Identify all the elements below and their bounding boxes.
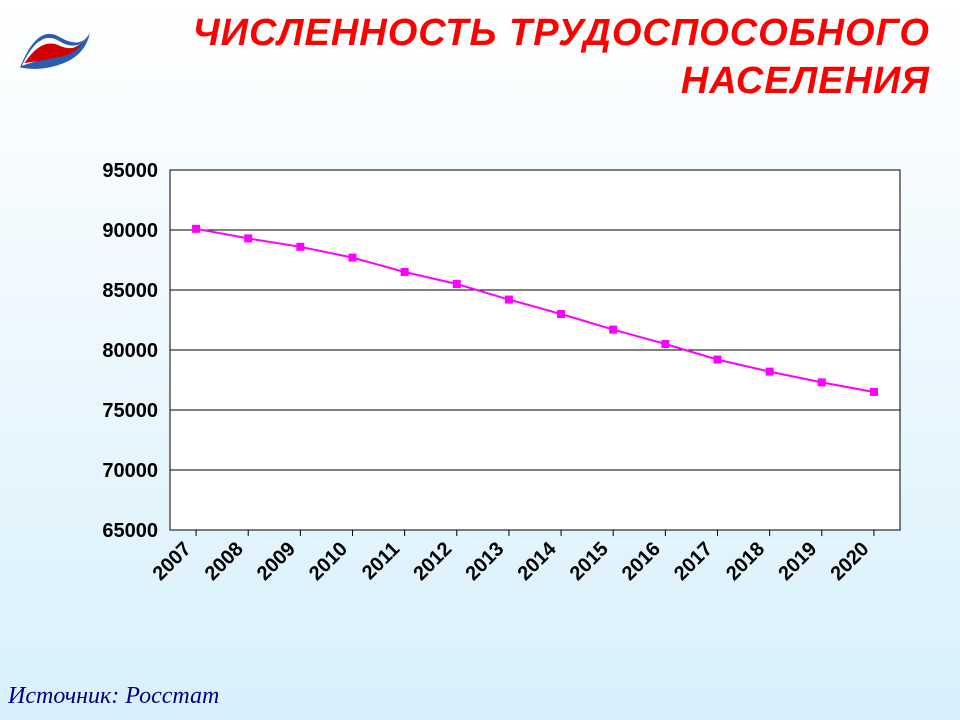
logo-icon xyxy=(10,15,100,85)
svg-text:2010: 2010 xyxy=(305,538,352,585)
svg-text:2009: 2009 xyxy=(253,538,300,585)
svg-text:2016: 2016 xyxy=(618,538,665,585)
svg-text:2020: 2020 xyxy=(826,538,873,585)
svg-text:70000: 70000 xyxy=(102,460,158,482)
source-label: Источник: Росстат xyxy=(8,683,219,710)
svg-text:2019: 2019 xyxy=(774,538,821,585)
svg-text:90000: 90000 xyxy=(102,220,158,242)
svg-text:2013: 2013 xyxy=(461,538,508,585)
svg-text:2014: 2014 xyxy=(514,537,562,585)
svg-text:75000: 75000 xyxy=(102,400,158,422)
svg-text:2015: 2015 xyxy=(566,538,613,585)
svg-text:2018: 2018 xyxy=(722,538,769,585)
svg-text:85000: 85000 xyxy=(102,280,158,302)
svg-text:2008: 2008 xyxy=(201,538,248,585)
title-line-1: ЧИСЛЕННОСТЬ ТРУДОСПОСОБНОГО xyxy=(193,12,930,54)
line-chart: 6500070000750008000085000900009500020072… xyxy=(60,160,920,620)
page-title: ЧИСЛЕННОСТЬ ТРУДОСПОСОБНОГО НАСЕЛЕНИЯ xyxy=(100,10,930,105)
title-line-2: НАСЕЛЕНИЯ xyxy=(681,60,930,102)
svg-text:95000: 95000 xyxy=(102,160,158,182)
svg-text:2007: 2007 xyxy=(149,538,196,585)
chart-container: 6500070000750008000085000900009500020072… xyxy=(60,160,920,620)
svg-text:65000: 65000 xyxy=(102,520,158,542)
svg-text:2017: 2017 xyxy=(670,538,717,585)
svg-text:80000: 80000 xyxy=(102,340,158,362)
svg-text:2011: 2011 xyxy=(358,538,404,584)
svg-text:2012: 2012 xyxy=(409,538,456,585)
